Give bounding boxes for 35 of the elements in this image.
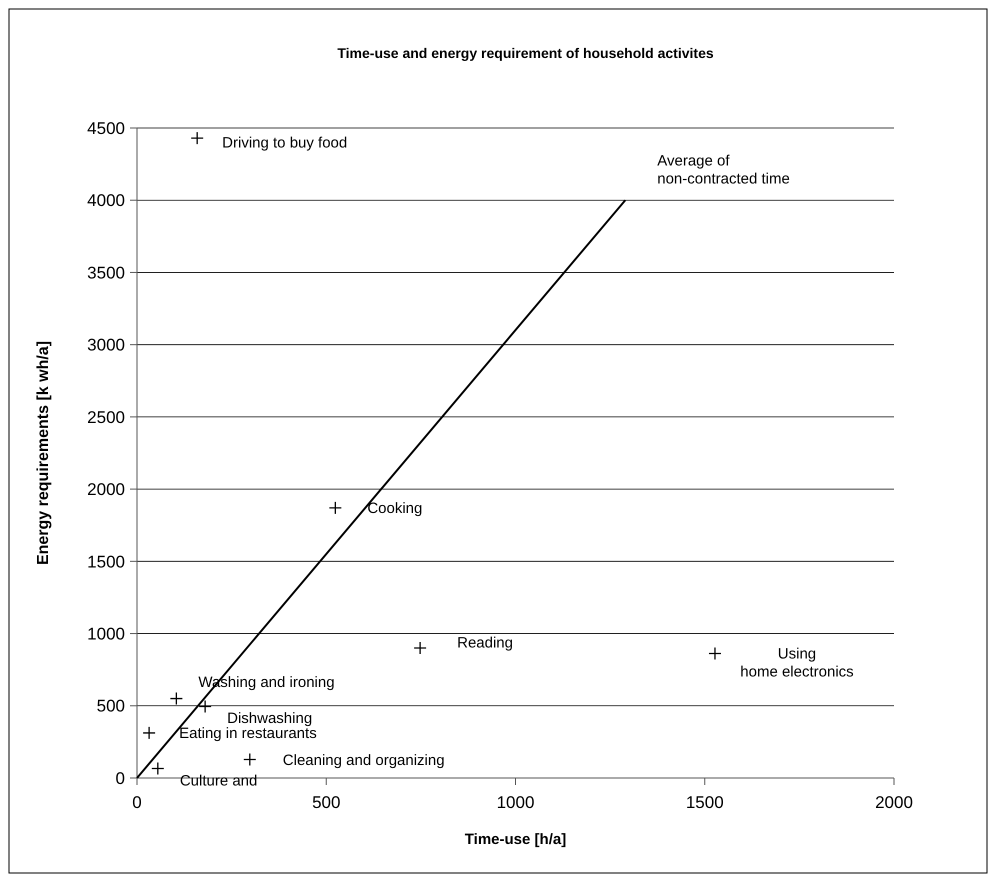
y-axis-title: Energy requirements [k wh/a] bbox=[35, 340, 52, 566]
point bbox=[170, 692, 184, 706]
x-tick-label: 1500 bbox=[686, 793, 724, 812]
y-tick-label: 0 bbox=[116, 768, 125, 788]
y-tick-label: 3500 bbox=[87, 263, 125, 282]
y-tick-label: 1500 bbox=[87, 552, 125, 572]
x-tick-label: 500 bbox=[312, 793, 340, 812]
point bbox=[198, 700, 212, 714]
annotation: Cleaning and organizing bbox=[282, 752, 445, 769]
point bbox=[243, 752, 256, 766]
annotation: Cooking bbox=[367, 500, 422, 518]
y-tick-label: 3000 bbox=[87, 336, 125, 355]
x-axis-title: Time-use [h/a] bbox=[464, 831, 566, 848]
x-tick-label: 2000 bbox=[875, 793, 913, 812]
point bbox=[190, 131, 204, 145]
y-tick-label: 4000 bbox=[87, 191, 125, 210]
annotation: Dishwashing bbox=[227, 710, 312, 727]
annotation: Average of non-contracted time bbox=[657, 152, 790, 188]
point bbox=[413, 641, 427, 655]
y-tick-label: 2500 bbox=[87, 408, 125, 427]
x-tick-label: 0 bbox=[132, 793, 142, 812]
y-tick-label: 1000 bbox=[87, 624, 125, 644]
point bbox=[708, 646, 722, 660]
annotation: Driving to buy food bbox=[222, 134, 348, 152]
y-tick-label: 4500 bbox=[87, 118, 125, 138]
annotation: Using home electronics bbox=[740, 646, 854, 681]
point bbox=[328, 501, 342, 515]
annotation: Reading bbox=[457, 634, 514, 652]
y-tick-label: 500 bbox=[96, 696, 125, 716]
x-tick-label: 1000 bbox=[496, 793, 534, 812]
y-tick-label: 2000 bbox=[87, 480, 125, 500]
point bbox=[151, 762, 164, 776]
annotation: Eating in restaurants bbox=[179, 725, 317, 742]
chart-title: Time-use and energy requirement of household activites bbox=[337, 45, 714, 61]
point bbox=[142, 726, 156, 740]
